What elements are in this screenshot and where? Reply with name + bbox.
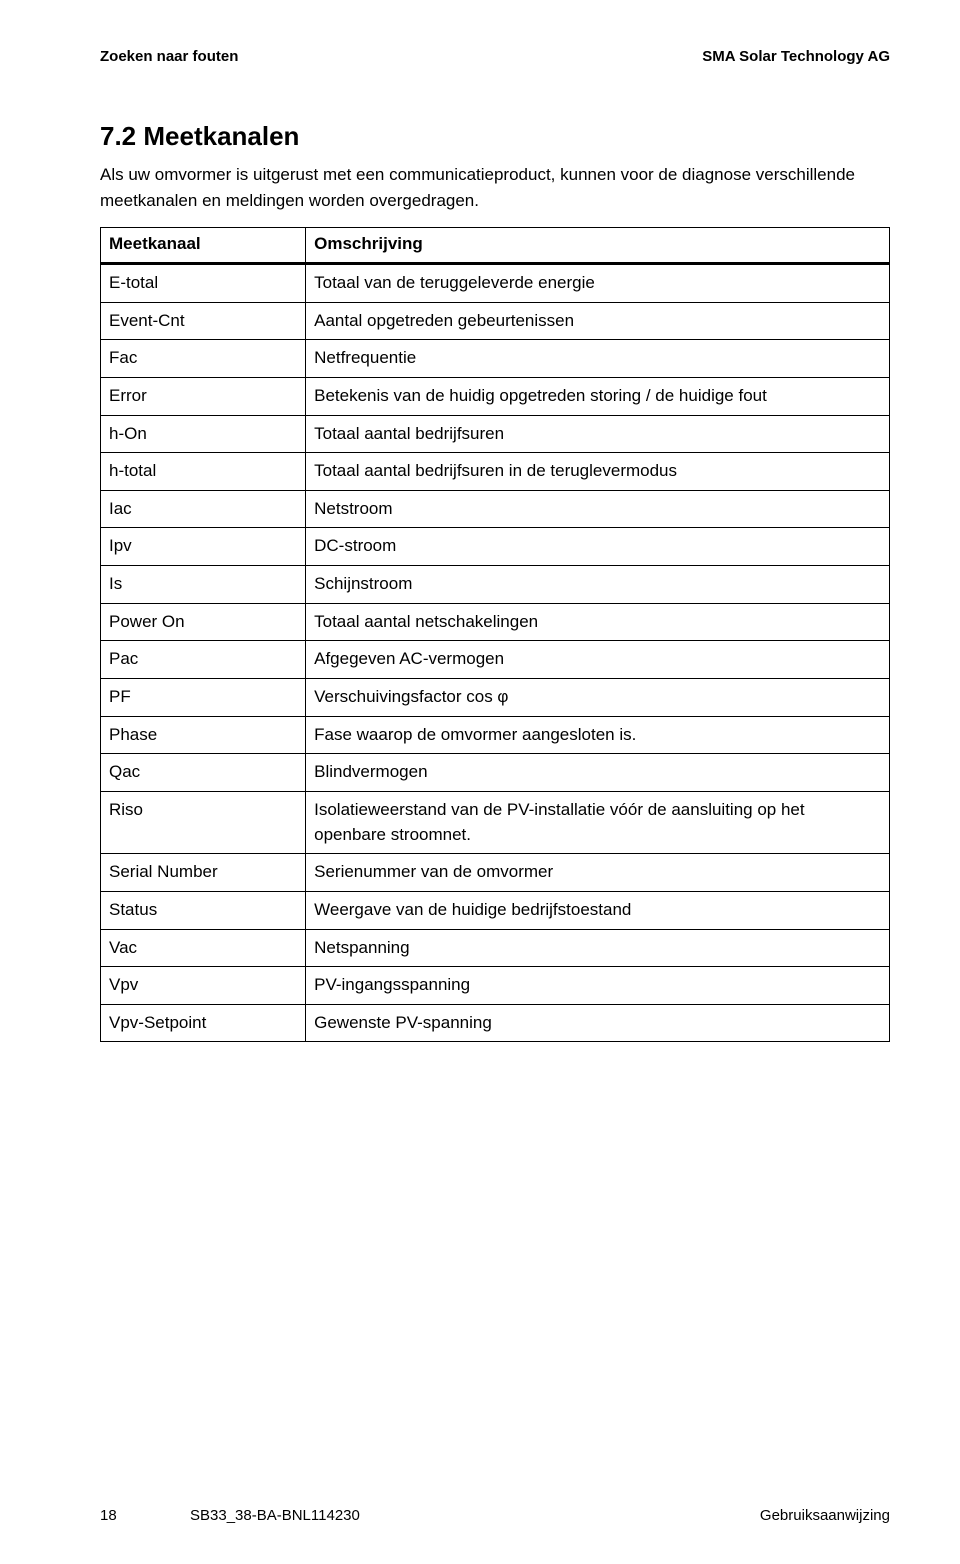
table-row: Power OnTotaal aantal netschakelingen: [101, 603, 890, 641]
page: Zoeken naar fouten SMA Solar Technology …: [0, 0, 960, 1564]
table-header-row: Meetkanaal Omschrijving: [101, 228, 890, 264]
cell-value: Netfrequentie: [306, 340, 890, 378]
cell-value: DC-stroom: [306, 528, 890, 566]
table-row: Event-CntAantal opgetreden gebeurtenisse…: [101, 302, 890, 340]
cell-key: Qac: [101, 754, 306, 792]
cell-value: Netstroom: [306, 490, 890, 528]
table-row: VacNetspanning: [101, 929, 890, 967]
cell-key: Event-Cnt: [101, 302, 306, 340]
cell-key: h-total: [101, 453, 306, 491]
cell-key: h-On: [101, 415, 306, 453]
col-header-meetkanaal: Meetkanaal: [101, 228, 306, 264]
cell-key: Error: [101, 377, 306, 415]
cell-value: Isolatieweerstand van de PV-installatie …: [306, 791, 890, 853]
cell-key: Serial Number: [101, 854, 306, 892]
doc-type: Gebruiksaanwijzing: [760, 1507, 890, 1524]
page-number: 18: [100, 1507, 130, 1524]
cell-value: Betekenis van de huidig opgetreden stori…: [306, 377, 890, 415]
cell-value: Aantal opgetreden gebeurtenissen: [306, 302, 890, 340]
cell-key: Is: [101, 566, 306, 604]
header-right: SMA Solar Technology AG: [702, 48, 890, 65]
table-row: ErrorBetekenis van de huidig opgetreden …: [101, 377, 890, 415]
table-row: QacBlindvermogen: [101, 754, 890, 792]
cell-value: PV-ingangsspanning: [306, 967, 890, 1005]
table-row: PacAfgegeven AC-vermogen: [101, 641, 890, 679]
running-header: Zoeken naar fouten SMA Solar Technology …: [100, 48, 890, 65]
cell-key: Pac: [101, 641, 306, 679]
cell-value: Totaal aantal bedrijfsuren: [306, 415, 890, 453]
meetkanalen-table: Meetkanaal Omschrijving E-totalTotaal va…: [100, 227, 890, 1042]
cell-key: Ipv: [101, 528, 306, 566]
table-row: Serial NumberSerienummer van de omvormer: [101, 854, 890, 892]
cell-key: Power On: [101, 603, 306, 641]
cell-key: Vac: [101, 929, 306, 967]
cell-value: Verschuivingsfactor cos φ: [306, 679, 890, 717]
table-row: PFVerschuivingsfactor cos φ: [101, 679, 890, 717]
cell-value: Blindvermogen: [306, 754, 890, 792]
cell-key: Fac: [101, 340, 306, 378]
cell-key: Vpv-Setpoint: [101, 1004, 306, 1042]
col-header-omschrijving: Omschrijving: [306, 228, 890, 264]
cell-value: Serienummer van de omvormer: [306, 854, 890, 892]
table-row: Vpv-SetpointGewenste PV-spanning: [101, 1004, 890, 1042]
table-row: h-OnTotaal aantal bedrijfsuren: [101, 415, 890, 453]
table-row: h-totalTotaal aantal bedrijfsuren in de …: [101, 453, 890, 491]
cell-value: Schijnstroom: [306, 566, 890, 604]
cell-value: Weergave van de huidige bedrijfstoestand: [306, 891, 890, 929]
cell-value: Afgegeven AC-vermogen: [306, 641, 890, 679]
cell-value: Totaal van de teruggeleverde energie: [306, 264, 890, 303]
table-row: IpvDC-stroom: [101, 528, 890, 566]
footer: 18 SB33_38-BA-BNL114230 Gebruiksaanwijzi…: [100, 1507, 890, 1524]
section-intro: Als uw omvormer is uitgerust met een com…: [100, 162, 890, 213]
cell-key: PF: [101, 679, 306, 717]
cell-key: Iac: [101, 490, 306, 528]
cell-key: Riso: [101, 791, 306, 853]
table-row: IacNetstroom: [101, 490, 890, 528]
cell-key: E-total: [101, 264, 306, 303]
table-row: E-totalTotaal van de teruggeleverde ener…: [101, 264, 890, 303]
cell-value: Totaal aantal bedrijfsuren in de terugle…: [306, 453, 890, 491]
table-row: IsSchijnstroom: [101, 566, 890, 604]
table-row: StatusWeergave van de huidige bedrijfsto…: [101, 891, 890, 929]
cell-value: Netspanning: [306, 929, 890, 967]
doc-id: SB33_38-BA-BNL114230: [130, 1507, 760, 1524]
table-row: VpvPV-ingangsspanning: [101, 967, 890, 1005]
cell-value: Fase waarop de omvormer aangesloten is.: [306, 716, 890, 754]
header-left: Zoeken naar fouten: [100, 48, 238, 65]
section-title: 7.2 Meetkanalen: [100, 121, 890, 152]
table-row: PhaseFase waarop de omvormer aangesloten…: [101, 716, 890, 754]
cell-key: Status: [101, 891, 306, 929]
cell-value: Totaal aantal netschakelingen: [306, 603, 890, 641]
table-row: RisoIsolatieweerstand van de PV-installa…: [101, 791, 890, 853]
cell-value: Gewenste PV-spanning: [306, 1004, 890, 1042]
table-row: FacNetfrequentie: [101, 340, 890, 378]
cell-key: Phase: [101, 716, 306, 754]
cell-key: Vpv: [101, 967, 306, 1005]
